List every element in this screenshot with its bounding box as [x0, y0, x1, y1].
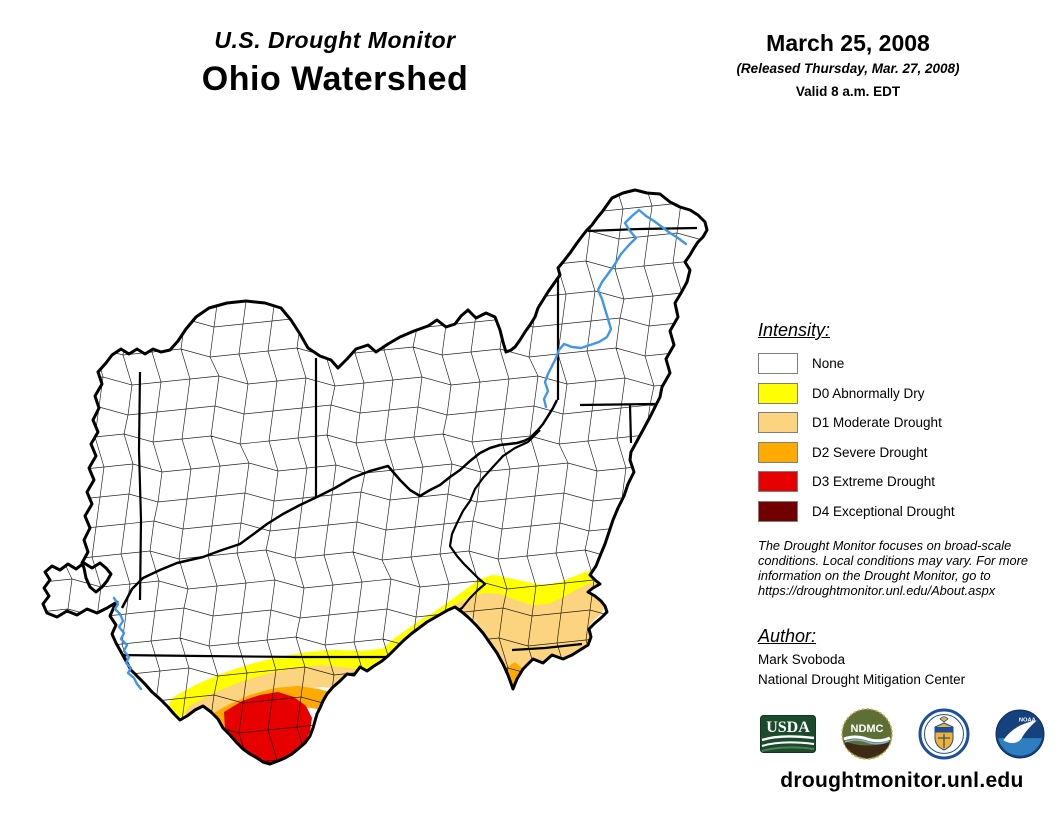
noaa-logo-text: NOAA [1019, 718, 1036, 724]
author-name: Mark Svoboda [758, 652, 846, 667]
map-date: March 25, 2008 [766, 30, 930, 56]
watershed-boundary [41, 188, 709, 766]
legend-label: D1 Moderate Drought [812, 415, 942, 430]
usda-logo: USDA [760, 715, 816, 753]
legend-item-d4: D4 Exceptional Drought [758, 500, 1050, 522]
allegheny-river [542, 208, 688, 409]
legend-label: D0 Abnormally Dry [812, 385, 925, 401]
page-supertitle: U.S. Drought Monitor [214, 27, 456, 53]
legend-item-d2: D2 Severe Drought [758, 441, 1050, 463]
noaa-logo: NOAA [995, 709, 1045, 759]
legend-swatch-d4 [758, 500, 798, 522]
legend-swatch-d3 [758, 471, 798, 492]
disclaimer-line: information on the Drought Monitor, go t… [758, 568, 991, 583]
state-line-ky-tn [117, 653, 390, 659]
legend-label: D2 Severe Drought [812, 444, 928, 460]
legend-swatch-d2 [758, 441, 798, 463]
legend-swatch-none [758, 353, 798, 374]
state-line-il-in [137, 371, 143, 601]
state-line-ky-va [433, 429, 541, 622]
legend-label: D3 Extreme Drought [812, 474, 936, 489]
d1-moderate-drought-peninsula [452, 582, 606, 688]
usda-logo-text: USDA [766, 719, 810, 736]
disclaimer-line: conditions. Local conditions may vary. F… [758, 553, 1029, 568]
state-line-va-tn [511, 642, 583, 652]
legend-item-d3: D3 Extreme Drought [758, 471, 1050, 492]
state-line-pa-md [579, 402, 656, 444]
state-line-ny-pa [587, 226, 698, 233]
agency-logos: USDA NDMC NOAA [760, 706, 1045, 762]
legend-item-none: None [758, 353, 1050, 374]
page-title: Ohio Watershed [201, 60, 469, 98]
disclaimer-line: https://droughtmonitor.unl.edu/About.asp… [758, 583, 996, 598]
legend-item-d0: D0 Abnormally Dry [758, 382, 1050, 404]
author-heading: Author: [758, 626, 817, 646]
valid-time: Valid 8 a.m. EDT [795, 84, 901, 99]
state-line-ohio-river [120, 399, 559, 609]
ndmc-logo-text: NDMC [851, 723, 884, 735]
legend-label: D4 Exceptional Drought [812, 503, 955, 519]
disclaimer-line: The Drought Monitor focuses on broad-sca… [758, 538, 1012, 553]
disclaimer-text: The Drought Monitor focuses on broad-sca… [758, 538, 1056, 598]
legend-label: None [812, 356, 845, 371]
ndmc-logo: NDMC [841, 708, 893, 760]
legend-swatch-d1 [758, 412, 798, 433]
author-org: National Drought Mitigation Center [758, 672, 966, 687]
doc-seal-logo [918, 708, 970, 760]
state-boundaries [117, 226, 698, 659]
legend-heading: Intensity: [758, 320, 831, 340]
southwest-river [112, 596, 143, 691]
drought-monitor-url: droughtmonitor.unl.edu [780, 769, 1024, 792]
legend-item-d1: D1 Moderate Drought [758, 412, 1050, 433]
intensity-legend: Intensity: None D0 Abnormally Dry D1 Mod… [758, 320, 1050, 530]
legend-swatch-d0 [758, 382, 798, 404]
release-date: (Released Thursday, Mar. 27, 2008) [736, 61, 960, 76]
